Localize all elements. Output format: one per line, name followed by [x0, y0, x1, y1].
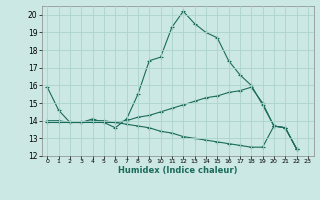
X-axis label: Humidex (Indice chaleur): Humidex (Indice chaleur) — [118, 166, 237, 175]
